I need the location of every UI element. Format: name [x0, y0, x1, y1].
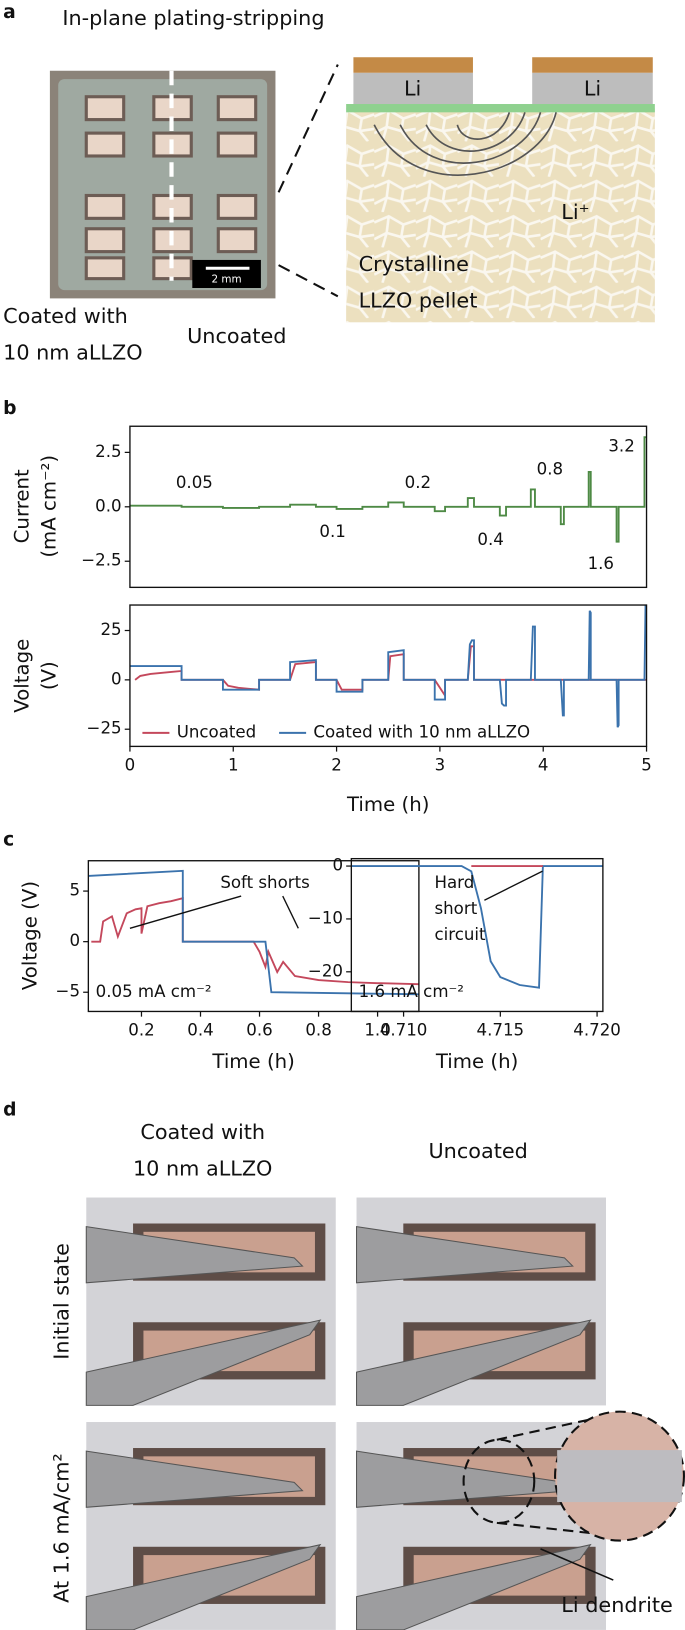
- annotation: 0.1: [319, 522, 345, 541]
- y-tick-label: −2.5: [81, 551, 121, 570]
- y-axis-label: (mA cm⁻²): [37, 455, 60, 558]
- coated-label: Coated with: [3, 304, 128, 328]
- ion-label: Li⁺: [561, 200, 589, 224]
- x-axis-label: Time (h): [211, 1050, 294, 1073]
- y-tick-label: −20: [308, 961, 343, 980]
- zoom-line: [277, 64, 339, 193]
- annotation: 0.05 mA cm⁻²: [96, 982, 212, 1001]
- x-tick-label: 4.720: [573, 1021, 621, 1040]
- x-tick-label: 0.8: [305, 1021, 331, 1040]
- sample-photo: [49, 70, 276, 299]
- annotation: circuit: [434, 925, 486, 944]
- annotation-leader: [282, 895, 299, 929]
- annotation: Hard: [434, 873, 474, 892]
- probe: [356, 1319, 592, 1406]
- panel-title: In-plane plating-stripping: [62, 6, 324, 30]
- x-tick-label: 4.710: [380, 1021, 428, 1040]
- data-line: [129, 436, 647, 543]
- probe: [85, 1319, 322, 1406]
- y-tick-label: −10: [308, 908, 343, 927]
- x-axis-label: Time (h): [435, 1050, 518, 1073]
- y-axis-label: (V): [37, 661, 60, 690]
- column-header: Coated with: [140, 1120, 265, 1144]
- callout-label: Li dendrite: [561, 1593, 672, 1617]
- plot-frame: [129, 425, 648, 589]
- annotation: 0.2: [405, 473, 431, 492]
- uncoated-label: Uncoated: [187, 324, 286, 348]
- x-tick-label: 5: [641, 756, 652, 775]
- annotation: 1.6 mA cm⁻²: [359, 982, 464, 1001]
- x-tick-label: 0.4: [187, 1021, 213, 1040]
- plot-frame: [350, 857, 604, 1013]
- probe: [85, 1543, 322, 1630]
- x-tick-label: 0: [125, 756, 136, 775]
- x-axis-label: Time (h): [346, 793, 429, 816]
- electrode-label: Li: [584, 76, 601, 100]
- data-line: [88, 869, 419, 996]
- annotation: 3.2: [608, 437, 634, 456]
- annotation: 0.4: [477, 530, 503, 549]
- photos: [85, 1197, 607, 1630]
- pellet-label: Crystalline: [359, 252, 469, 276]
- x-tick-label: 4: [538, 756, 549, 775]
- y-tick-label: 5: [69, 881, 80, 900]
- x-tick-label: 0.6: [246, 1021, 272, 1040]
- panel-label: a: [3, 2, 16, 23]
- x-tick-label: 4.715: [477, 1021, 525, 1040]
- y-tick-label: −25: [87, 719, 122, 738]
- y-axis-label: Voltage: [10, 639, 33, 713]
- pellet-label: LLZO pellet: [359, 289, 478, 313]
- zoom-line: [278, 264, 339, 298]
- y-tick-label: 0: [332, 856, 343, 875]
- panel-label: c: [3, 829, 14, 850]
- dendrite-callout: [462, 1410, 685, 1581]
- panel-label: b: [3, 398, 16, 419]
- y-tick-label: −5: [56, 982, 81, 1001]
- data-line: [129, 605, 647, 728]
- annotation-leader: [129, 895, 242, 929]
- annotation: Soft shorts: [220, 873, 309, 892]
- x-tick-label: 1.0: [364, 1021, 390, 1040]
- schematic: [346, 57, 655, 323]
- column-header: 10 nm aLLZO: [133, 1156, 272, 1180]
- row-label: Initial state: [49, 1243, 73, 1360]
- data-line: [134, 645, 647, 699]
- x-tick-label: 2: [331, 756, 342, 775]
- annotation-leader: [484, 870, 543, 901]
- probe: [85, 1226, 304, 1284]
- annotation: 0.8: [537, 459, 563, 478]
- y-tick-label: 0: [69, 931, 80, 950]
- coated-label: 10 nm aLLZO: [3, 340, 142, 364]
- legend-label: Coated with 10 nm aLLZO: [313, 722, 530, 741]
- electrode-label: Li: [404, 76, 421, 100]
- y-tick-label: 0: [111, 669, 122, 688]
- x-tick-label: 3: [435, 756, 446, 775]
- x-tick-label: 1: [228, 756, 239, 775]
- y-tick-label: 0.0: [95, 496, 121, 515]
- annotation: 1.6: [588, 554, 614, 573]
- x-tick-label: 0.2: [128, 1021, 154, 1040]
- y-axis-label: Voltage (V): [19, 881, 42, 990]
- y-tick-label: 25: [100, 620, 121, 639]
- data-line: [351, 865, 603, 989]
- legend-label: Uncoated: [177, 722, 257, 741]
- column-header: Uncoated: [428, 1139, 527, 1163]
- annotation: 0.05: [176, 473, 213, 492]
- row-label: At 1.6 mA/cm²: [49, 1453, 73, 1603]
- plot-frame: [129, 604, 648, 748]
- panel-label: d: [3, 1100, 16, 1121]
- plot-frame: [87, 860, 420, 1013]
- annotation: short: [434, 899, 477, 918]
- probe: [356, 1226, 574, 1284]
- probe: [85, 1450, 304, 1508]
- y-axis-label: Current: [10, 469, 33, 543]
- scale-bar-label: 2 mm: [212, 274, 242, 286]
- y-tick-label: 2.5: [95, 442, 121, 461]
